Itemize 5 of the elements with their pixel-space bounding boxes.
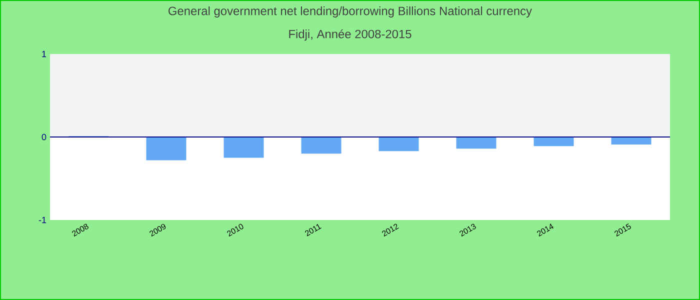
chart-subtitle: Fidji, Année 2008-2015 [289, 29, 412, 41]
y-tick-label: -1 [38, 216, 46, 224]
y-tick-label: 1 [42, 50, 46, 58]
chart-title: General government net lending/borrowing Billions National currency [168, 6, 532, 18]
y-tick-label: 0 [42, 134, 46, 140]
